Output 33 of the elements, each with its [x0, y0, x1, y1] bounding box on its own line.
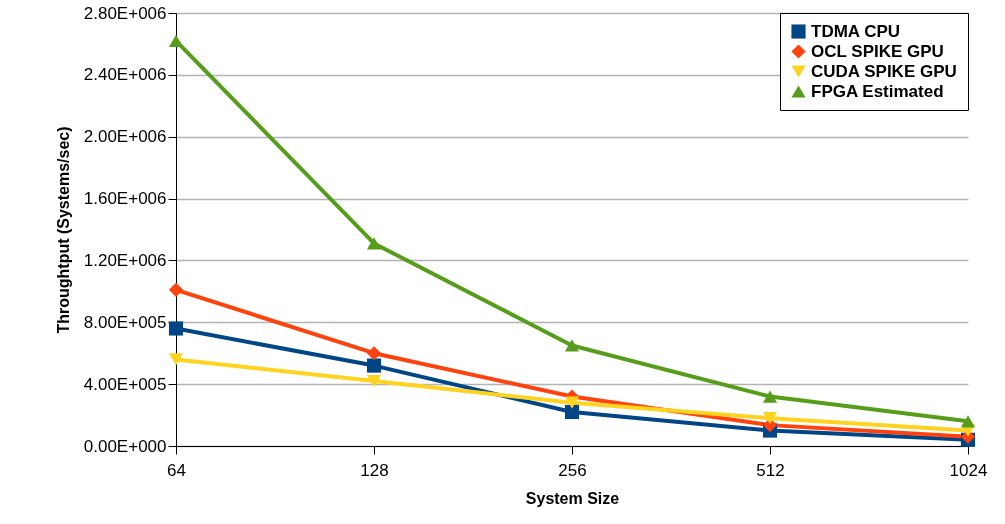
- y-tick-label: 2.00E+006: [83, 127, 167, 147]
- point: [168, 34, 184, 47]
- legend-label: CUDA SPIKE GPU: [811, 61, 957, 81]
- x-tick-label: 128: [360, 460, 389, 480]
- legend-label: TDMA CPU: [811, 21, 901, 41]
- point: [960, 415, 976, 428]
- y-tick-label: 1.60E+006: [83, 189, 167, 209]
- point: [564, 404, 580, 420]
- point: [762, 390, 778, 403]
- point: [762, 412, 778, 425]
- x-axis-title: System Size: [525, 489, 620, 507]
- y-tick-label: 1.20E+006: [83, 250, 167, 270]
- y-tick-label: 4.00E+005: [83, 374, 167, 394]
- point: [168, 321, 184, 336]
- point: [366, 374, 382, 388]
- point: [168, 353, 184, 366]
- point: [366, 346, 382, 361]
- y-tick-label: 2.80E+006: [83, 3, 167, 23]
- y-tick-label: 8.00E+005: [83, 312, 167, 332]
- point: [564, 339, 580, 352]
- point: [366, 358, 382, 373]
- legend-label: OCL SPIKE GPU: [811, 41, 944, 61]
- x-tick-label: 256: [558, 460, 587, 480]
- y-tick-label: 0.00E+000: [83, 436, 167, 456]
- point: [564, 396, 580, 409]
- x-tick-label: 64: [167, 460, 186, 480]
- y-axis-title: Throughtput (Systems/sec): [54, 126, 72, 334]
- x-tick-label: 512: [756, 460, 785, 480]
- x-tick-label: 1024: [949, 460, 988, 480]
- legend-label: FPGA Estimated: [811, 81, 944, 101]
- point: [366, 237, 382, 250]
- point: [168, 282, 184, 297]
- y-tick-label: 2.40E+006: [83, 65, 167, 85]
